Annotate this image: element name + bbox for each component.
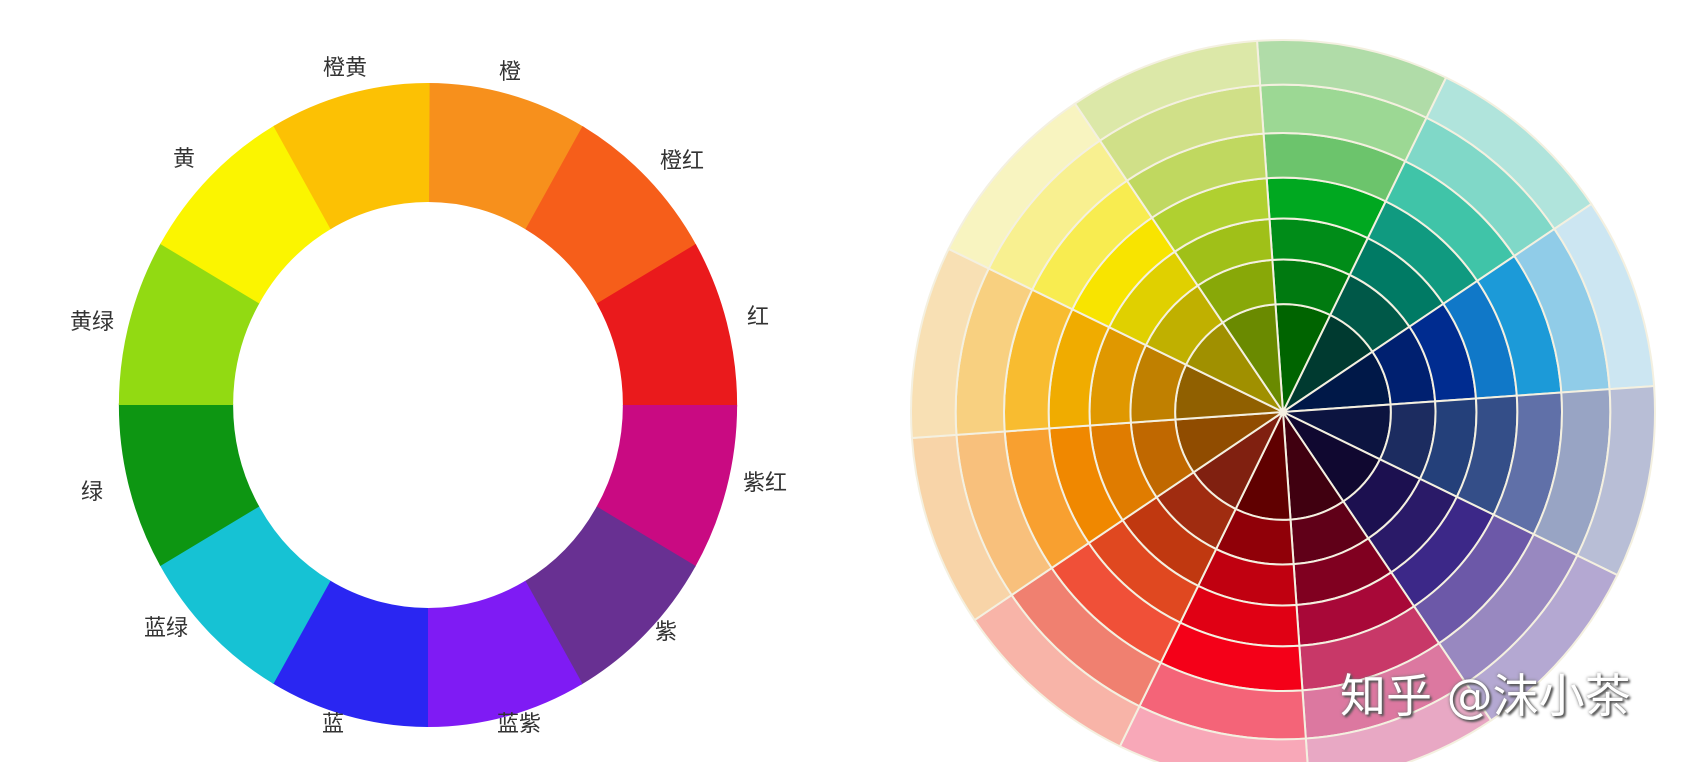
- ring-segment: [118, 403, 260, 566]
- ring-segment: [160, 125, 332, 304]
- ring-segment: [273, 83, 430, 230]
- label-green: 绿: [80, 480, 104, 505]
- label-blue: 蓝: [321, 712, 345, 737]
- ring-segment: [272, 580, 428, 727]
- ring-segment: [426, 580, 583, 728]
- label-magenta: 紫红: [742, 471, 788, 496]
- tint-shade-color-wheel: [910, 39, 1656, 762]
- label-cyan: 蓝绿: [143, 616, 189, 641]
- twelve-hue-color-ring: [118, 83, 738, 728]
- ring-segment: [159, 505, 331, 684]
- ring-segment: [524, 506, 696, 685]
- ring-segment: [596, 244, 738, 407]
- label-purple: 紫: [654, 620, 678, 645]
- label-yellow-green: 黄绿: [69, 310, 115, 335]
- label-orange-yellow: 橙黄: [322, 56, 368, 81]
- label-yellow: 黄: [172, 147, 196, 172]
- ring-segment: [118, 242, 260, 405]
- ring-segment: [525, 126, 697, 305]
- label-blue-violet: 蓝紫: [496, 712, 542, 737]
- ring-segment: [428, 83, 584, 230]
- label-orange-red: 橙红: [659, 149, 705, 174]
- label-red: 红: [746, 305, 770, 330]
- watermark: 知乎 @沫小茶: [1340, 669, 1631, 723]
- label-orange: 橙: [498, 60, 522, 85]
- ring-segment: [596, 405, 738, 568]
- wheel-cell: [1073, 39, 1262, 142]
